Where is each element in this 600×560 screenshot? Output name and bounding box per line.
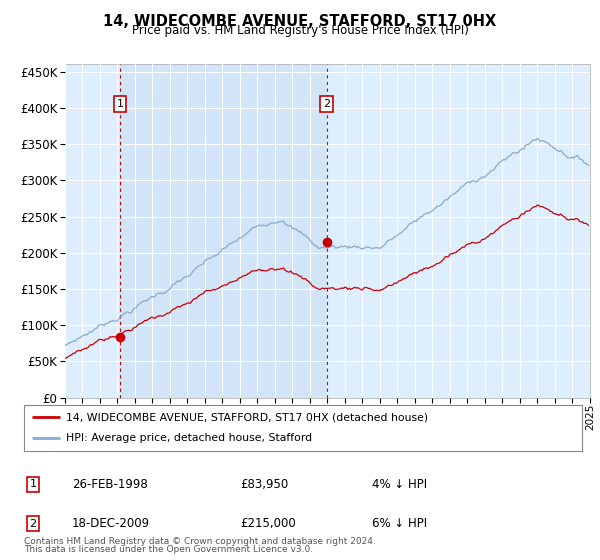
Text: 6% ↓ HPI: 6% ↓ HPI <box>372 517 427 530</box>
Text: 18-DEC-2009: 18-DEC-2009 <box>72 517 150 530</box>
Text: 4% ↓ HPI: 4% ↓ HPI <box>372 478 427 491</box>
Bar <box>120 64 326 398</box>
Text: Contains HM Land Registry data © Crown copyright and database right 2024.: Contains HM Land Registry data © Crown c… <box>24 537 376 546</box>
Text: 1: 1 <box>29 479 37 489</box>
Text: 1: 1 <box>116 99 124 109</box>
Text: 26-FEB-1998: 26-FEB-1998 <box>72 478 148 491</box>
Text: Price paid vs. HM Land Registry's House Price Index (HPI): Price paid vs. HM Land Registry's House … <box>131 24 469 37</box>
Text: £83,950: £83,950 <box>240 478 288 491</box>
Text: 14, WIDECOMBE AVENUE, STAFFORD, ST17 0HX: 14, WIDECOMBE AVENUE, STAFFORD, ST17 0HX <box>103 14 497 29</box>
Text: 2: 2 <box>323 99 330 109</box>
Text: 2: 2 <box>29 519 37 529</box>
Text: This data is licensed under the Open Government Licence v3.0.: This data is licensed under the Open Gov… <box>24 545 313 554</box>
Text: HPI: Average price, detached house, Stafford: HPI: Average price, detached house, Staf… <box>66 433 312 444</box>
Text: 14, WIDECOMBE AVENUE, STAFFORD, ST17 0HX (detached house): 14, WIDECOMBE AVENUE, STAFFORD, ST17 0HX… <box>66 412 428 422</box>
Text: £215,000: £215,000 <box>240 517 296 530</box>
